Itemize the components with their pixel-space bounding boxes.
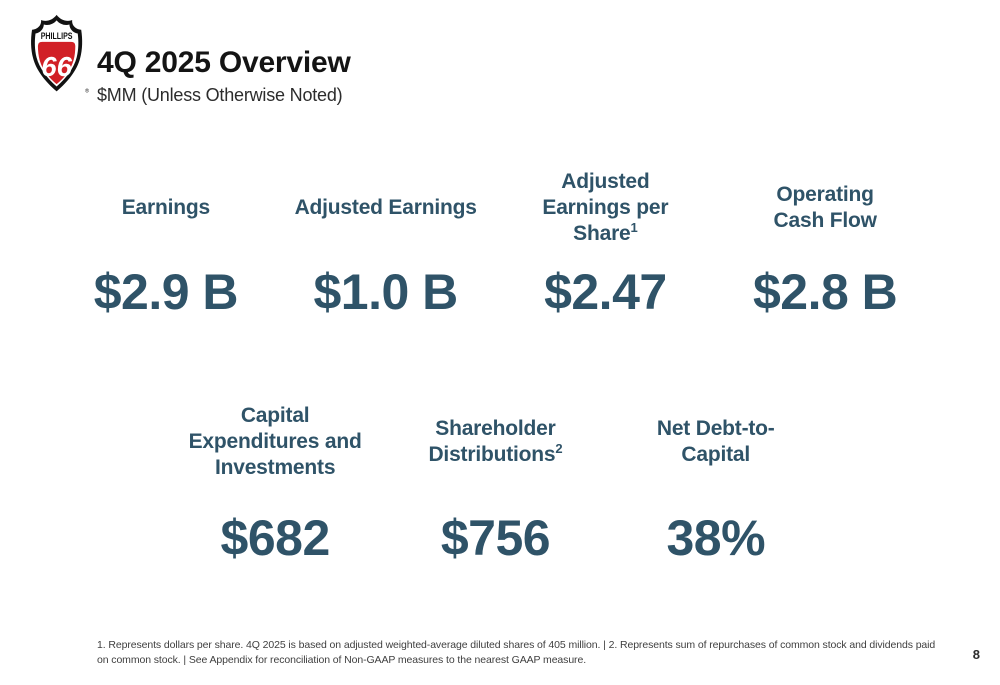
metric-value: $2.9 B	[93, 264, 239, 320]
metrics-row-2: Capital Expenditures and Investments $68…	[165, 392, 826, 566]
page-title: 4Q 2025 Overview	[97, 46, 351, 79]
metric-label: Capital Expenditures and Investments	[183, 392, 368, 492]
metric-capital-expenditures: Capital Expenditures and Investments $68…	[165, 392, 385, 566]
metric-operating-cash-flow: Operating Cash Flow $2.8 B	[715, 158, 935, 320]
metric-value: $756	[440, 510, 551, 566]
metric-label-text: Earnings	[121, 196, 210, 219]
metric-label: Earnings	[122, 158, 210, 258]
metric-value: $682	[220, 510, 331, 566]
metric-adjusted-eps: Adjusted Earnings per Share1 $2.47	[496, 158, 716, 320]
metric-label-text: Adjusted Earnings	[294, 196, 477, 219]
logo-66-text: 66	[41, 51, 72, 82]
metric-label-text: Shareholder Distributions	[428, 417, 556, 466]
metric-label-text: Net Debt-to-Capital	[656, 417, 775, 466]
metric-label: Adjusted Earnings per Share1	[528, 158, 683, 258]
metric-label-text: Adjusted Earnings per Share	[542, 170, 669, 245]
metric-label: Operating Cash Flow	[763, 158, 888, 258]
metric-label: Net Debt-to-Capital	[648, 392, 783, 492]
metric-label-text: Capital Expenditures and Investments	[188, 404, 362, 479]
logo-registered-mark: ®	[85, 87, 89, 94]
footnote-ref-2: 2	[555, 441, 563, 456]
metric-shareholder-distributions: Shareholder Distributions2 $756	[385, 392, 605, 566]
metric-adjusted-earnings: Adjusted Earnings $1.0 B	[276, 158, 496, 320]
footnote-ref-1: 1	[630, 220, 638, 235]
page-subtitle: $MM (Unless Otherwise Noted)	[97, 85, 343, 105]
metric-value: $2.8 B	[752, 264, 898, 320]
metric-value: 38%	[666, 510, 766, 566]
header: 4Q 2025 Overview $MM (Unless Otherwise N…	[97, 46, 351, 106]
metric-label-text: Operating Cash Flow	[773, 183, 877, 232]
metrics-row-1: Earnings $2.9 B Adjusted Earnings $1.0 B…	[56, 158, 935, 320]
metric-label: Shareholder Distributions2	[413, 392, 578, 492]
metric-value: $1.0 B	[313, 264, 458, 320]
slide-number: 8	[972, 647, 980, 662]
metric-net-debt-to-capital: Net Debt-to-Capital 38%	[606, 392, 826, 566]
metric-label: Adjusted Earnings	[295, 158, 477, 258]
footnote: 1. Represents dollars per share. 4Q 2025…	[97, 639, 936, 666]
phillips66-logo: PHILLIPS 66 ®	[22, 13, 94, 97]
metric-value: $2.47	[544, 264, 667, 320]
phillips66-shield-icon: PHILLIPS 66 ®	[31, 14, 89, 94]
logo-phillips-text: PHILLIPS	[41, 31, 73, 41]
metric-earnings: Earnings $2.9 B	[56, 158, 276, 320]
